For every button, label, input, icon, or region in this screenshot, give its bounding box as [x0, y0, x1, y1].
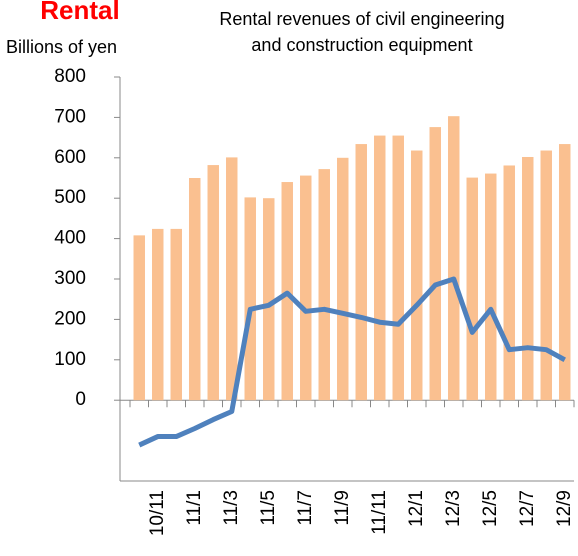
bar [485, 173, 497, 401]
line [138, 276, 566, 448]
y-axis-label: Billions of yen [6, 37, 117, 57]
y-tick-label: 0 [75, 389, 86, 410]
x-tick-label: 11/1 [184, 490, 205, 526]
bar [318, 169, 330, 401]
bar [448, 116, 460, 401]
x-tick-label: 11/7 [295, 490, 316, 526]
x-tick-label: 11/11 [369, 490, 390, 535]
y-tick-label: 600 [54, 147, 86, 168]
y-tick-label: 700 [54, 106, 86, 127]
bar [244, 197, 256, 401]
x-tick-label: 11/3 [221, 490, 242, 526]
bar [392, 135, 404, 401]
x-tick-label: 12/9 [554, 490, 575, 527]
y-tick-label: 100 [54, 349, 86, 370]
bar [263, 198, 275, 401]
bar [559, 144, 571, 401]
bar [170, 228, 182, 401]
bar [300, 175, 312, 401]
x-tick-label: 12/7 [517, 490, 538, 527]
x-tick-label: 12/1 [406, 490, 427, 527]
y-tick-label: 400 [54, 228, 86, 249]
x-tick-label: 10/11 [147, 490, 168, 536]
x-tick-label: 11/9 [332, 490, 353, 526]
bar [189, 178, 201, 401]
bar [522, 156, 534, 401]
bar [429, 127, 441, 401]
x-tick-label: 11/5 [258, 490, 279, 526]
bar [207, 165, 219, 401]
x-tick-label: 12/5 [480, 490, 501, 527]
chart-title: Rental [40, 0, 119, 25]
bar [411, 150, 423, 401]
y-tick-label: 800 [54, 66, 86, 87]
chart-subtitle: Rental revenues of civil engineering [219, 9, 504, 29]
bar [337, 157, 349, 401]
bar [466, 177, 478, 401]
bar [374, 135, 386, 401]
bar [226, 157, 238, 401]
y-tick-label: 300 [54, 268, 86, 289]
bar [503, 165, 515, 401]
chart-subtitle: and construction equipment [251, 35, 472, 55]
bar [152, 228, 164, 401]
bar [540, 150, 552, 401]
y-tick-label: 500 [54, 187, 86, 208]
x-tick-label: 12/3 [443, 490, 464, 527]
y-tick-label: 200 [54, 308, 86, 329]
bar [355, 144, 367, 401]
bar [133, 235, 145, 401]
